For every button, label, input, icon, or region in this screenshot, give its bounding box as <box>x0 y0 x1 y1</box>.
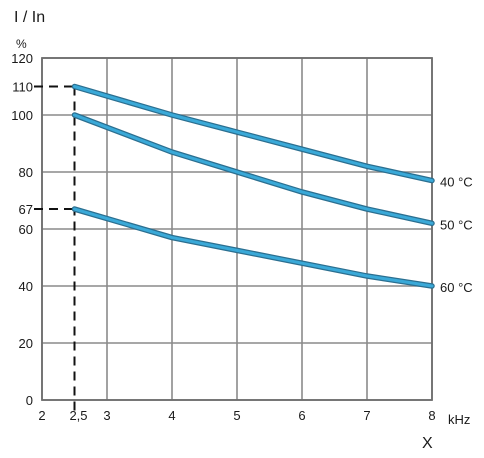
y-tick-label-0: 0 <box>26 393 33 408</box>
y-tick-label-1: 20 <box>19 336 33 351</box>
series-line-2 <box>73 207 434 288</box>
x-tick-label-5: 7 <box>363 408 370 423</box>
series-label-2: 60 °C <box>440 280 473 295</box>
plot-border <box>41 57 433 401</box>
x-axis-unit: kHz <box>448 412 470 427</box>
y-tick-label-2: 40 <box>19 279 33 294</box>
y-tick-label-6: 120 <box>11 51 33 66</box>
x-tick-label-0: 2 <box>38 408 45 423</box>
series-line-1 <box>73 113 434 225</box>
series-label-1: 50 °C <box>440 217 473 232</box>
x-tick-label-4: 6 <box>298 408 305 423</box>
series-outline-2 <box>71 206 435 289</box>
series-line-0 <box>73 85 434 183</box>
series-lines: 40 °C 50 °C 60 °C <box>71 83 473 295</box>
x-tick-label-extra: 2,5 <box>69 408 87 423</box>
y-tick-label-extra-0: 110 <box>12 80 33 95</box>
x-tick-label-6: 8 <box>428 408 435 423</box>
x-tick-label-3: 5 <box>233 408 240 423</box>
axis-labels: I / In % kHz X <box>14 9 470 452</box>
y-tick-label-4: 80 <box>19 165 33 180</box>
y-axis-unit: % <box>16 37 27 51</box>
x-axis-label: X <box>422 435 433 452</box>
series-label-0: 40 °C <box>440 175 473 190</box>
plot-frame <box>41 57 433 401</box>
x-tick-label-1: 3 <box>103 408 110 423</box>
x-tick-label-2: 4 <box>168 408 175 423</box>
reference-lines <box>34 85 76 412</box>
y-tick-label-extra-1: 67 <box>19 202 33 217</box>
y-tick-label-5: 100 <box>11 108 33 123</box>
y-axis-label: I / In <box>14 9 45 26</box>
y-tick-label-3: 60 <box>19 222 33 237</box>
grid <box>41 57 433 401</box>
